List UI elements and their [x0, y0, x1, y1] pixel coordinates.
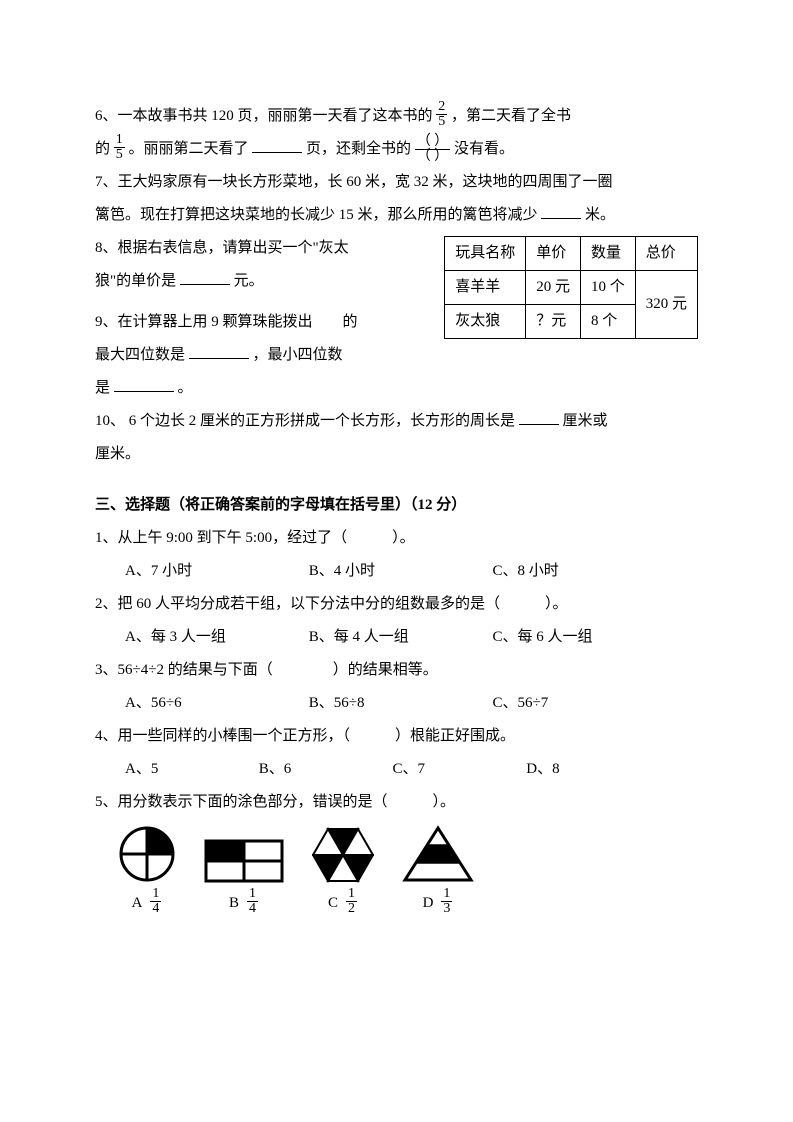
q9-text4: 。: [178, 380, 193, 396]
mc4-opts: A、5 B、6 C、7 D、8: [95, 753, 698, 786]
label-letter: A: [132, 896, 143, 911]
q6-l2-end: 没有看。: [454, 141, 514, 157]
shape-c[interactable]: C 1 2: [312, 827, 374, 918]
q6-l2-prefix: 的: [95, 141, 110, 157]
q6-line2: 的 1 5 。丽丽第二天看了 页，还剩全书的 （ ） （ ） 没有看。: [95, 133, 698, 166]
shape-a-label: A 1 4: [132, 889, 162, 918]
opt-a[interactable]: A、5: [125, 753, 255, 786]
opt-b[interactable]: B、4 小时: [309, 555, 489, 588]
section3-title: 三、选择题（将正确答案前的字母填在括号里）（12 分）: [95, 489, 698, 522]
mc5-q: 5、用分数表示下面的涂色部分，错误的是（ ）。: [95, 786, 698, 819]
q9-line3: 是 。: [95, 372, 698, 405]
q8-unit: 元。: [234, 273, 264, 289]
table-row: 玩具名称 单价 数量 总价: [445, 237, 698, 271]
fraction-blank[interactable]: （ ） （ ）: [415, 135, 451, 164]
mc5-shapes: A 1 4 B 1 4: [95, 825, 698, 918]
mc1-opts: A、7 小时 B、4 小时 C、8 小时: [95, 555, 698, 588]
opt-c[interactable]: C、7: [393, 753, 523, 786]
cell: ？元: [526, 305, 581, 339]
shape-d[interactable]: D 1 3: [402, 825, 474, 918]
label-letter: D: [423, 896, 434, 911]
q10-text: 10、 6 个边长 2 厘米的正方形拼成一个长方形，长方形的周长是: [95, 413, 515, 429]
mc4-q: 4、用一些同样的小棒围一个正方形，（ ）根能正好围成。: [95, 720, 698, 753]
mc3-q: 3、56÷4÷2 的结果与下面（ ）的结果相等。: [95, 654, 698, 687]
th-price: 单价: [526, 237, 581, 271]
shape-a[interactable]: A 1 4: [118, 825, 176, 918]
q7-text: 篱笆。现在打算把这块菜地的长减少 15 米，那么所用的篱笆将减少: [95, 207, 538, 223]
blank-input[interactable]: [189, 358, 249, 359]
cell-total: 320 元: [635, 271, 697, 339]
q9-text2: ，最小四位数: [253, 347, 343, 363]
q6-text2: ，第二天看了全书: [451, 108, 571, 124]
opt-c[interactable]: C、56÷7: [493, 687, 549, 720]
q7-line1: 7、王大妈家原有一块长方形菜地，长 60 米，宽 32 米，这块地的四周围了一圈: [95, 166, 698, 199]
th-qty: 数量: [580, 237, 635, 271]
q9-text3: 是: [95, 380, 110, 396]
cell: 20 元: [526, 271, 581, 305]
fraction-1-2: 1 2: [346, 887, 357, 916]
opt-a[interactable]: A、56÷6: [125, 687, 305, 720]
q10-line2: 厘米。: [95, 438, 698, 471]
shape-c-label: C 1 2: [328, 889, 357, 918]
mc3-opts: A、56÷6 B、56÷8 C、56÷7: [95, 687, 698, 720]
square-grid-icon: [204, 839, 284, 883]
blank-input[interactable]: [252, 152, 302, 153]
opt-d[interactable]: D、8: [526, 753, 559, 786]
blank-input[interactable]: [541, 218, 581, 219]
fraction-1-5: 1 5: [114, 133, 125, 162]
q7-line2: 篱笆。现在打算把这块菜地的长减少 15 米，那么所用的篱笆将减少 米。: [95, 199, 698, 232]
shape-b-label: B 1 4: [229, 889, 258, 918]
opt-b[interactable]: B、56÷8: [309, 687, 489, 720]
mc2-q: 2、把 60 人平均分成若干组，以下分法中分的组数最多的是（ ）。: [95, 588, 698, 621]
q8-q9-block: 玩具名称 单价 数量 总价 喜羊羊 20 元 10 个 320 元 灰太狼 ？元…: [95, 232, 698, 405]
th-total: 总价: [635, 237, 697, 271]
q6-line1: 6、一本故事书共 120 页，丽丽第一天看了这本书的 2 5 ，第二天看了全书: [95, 100, 698, 133]
price-table: 玩具名称 单价 数量 总价 喜羊羊 20 元 10 个 320 元 灰太狼 ？元…: [444, 236, 698, 339]
q9-text: 最大四位数是: [95, 347, 185, 363]
table-row: 喜羊羊 20 元 10 个 320 元: [445, 271, 698, 305]
cell: 灰太狼: [445, 305, 526, 339]
fraction-1-4: 1 4: [247, 887, 258, 916]
opt-c[interactable]: C、8 小时: [493, 555, 559, 588]
q8-text: 狼"的单价是: [95, 273, 176, 289]
fraction-2-5: 2 5: [436, 100, 447, 129]
circle-quarter-icon: [118, 825, 176, 883]
opt-b[interactable]: B、每 4 人一组: [309, 621, 489, 654]
triangle-icon: [402, 825, 474, 883]
shape-b[interactable]: B 1 4: [204, 839, 284, 918]
hexagon-icon: [312, 827, 374, 883]
blank-input[interactable]: [114, 391, 174, 392]
opt-a[interactable]: A、每 3 人一组: [125, 621, 305, 654]
q6-l2-mid: 。丽丽第二天看了: [129, 141, 249, 157]
q7-unit: 米。: [585, 207, 615, 223]
cell: 10 个: [580, 271, 635, 305]
q6-l2-unit: 页，还剩全书的: [306, 141, 415, 157]
blank-input[interactable]: [519, 424, 559, 425]
opt-b[interactable]: B、6: [259, 753, 389, 786]
fraction-1-4: 1 4: [150, 887, 161, 916]
q10-text2: 厘米或: [563, 413, 608, 429]
opt-c[interactable]: C、每 6 人一组: [493, 621, 593, 654]
mc1-q: 1、从上午 9:00 到下午 5:00，经过了（ ）。: [95, 522, 698, 555]
th-name: 玩具名称: [445, 237, 526, 271]
cell: 喜羊羊: [445, 271, 526, 305]
q10-line1: 10、 6 个边长 2 厘米的正方形拼成一个长方形，长方形的周长是 厘米或: [95, 405, 698, 438]
mc2-opts: A、每 3 人一组 B、每 4 人一组 C、每 6 人一组: [95, 621, 698, 654]
label-letter: B: [229, 896, 239, 911]
q6-text: 6、一本故事书共 120 页，丽丽第一天看了这本书的: [95, 108, 433, 124]
label-letter: C: [328, 896, 338, 911]
opt-a[interactable]: A、7 小时: [125, 555, 305, 588]
worksheet-page: 6、一本故事书共 120 页，丽丽第一天看了这本书的 2 5 ，第二天看了全书 …: [0, 0, 793, 978]
blank-input[interactable]: [180, 284, 230, 285]
q9-line2: 最大四位数是 ，最小四位数: [95, 339, 698, 372]
fraction-1-3: 1 3: [441, 887, 452, 916]
cell: 8 个: [580, 305, 635, 339]
shape-d-label: D 1 3: [423, 889, 453, 918]
